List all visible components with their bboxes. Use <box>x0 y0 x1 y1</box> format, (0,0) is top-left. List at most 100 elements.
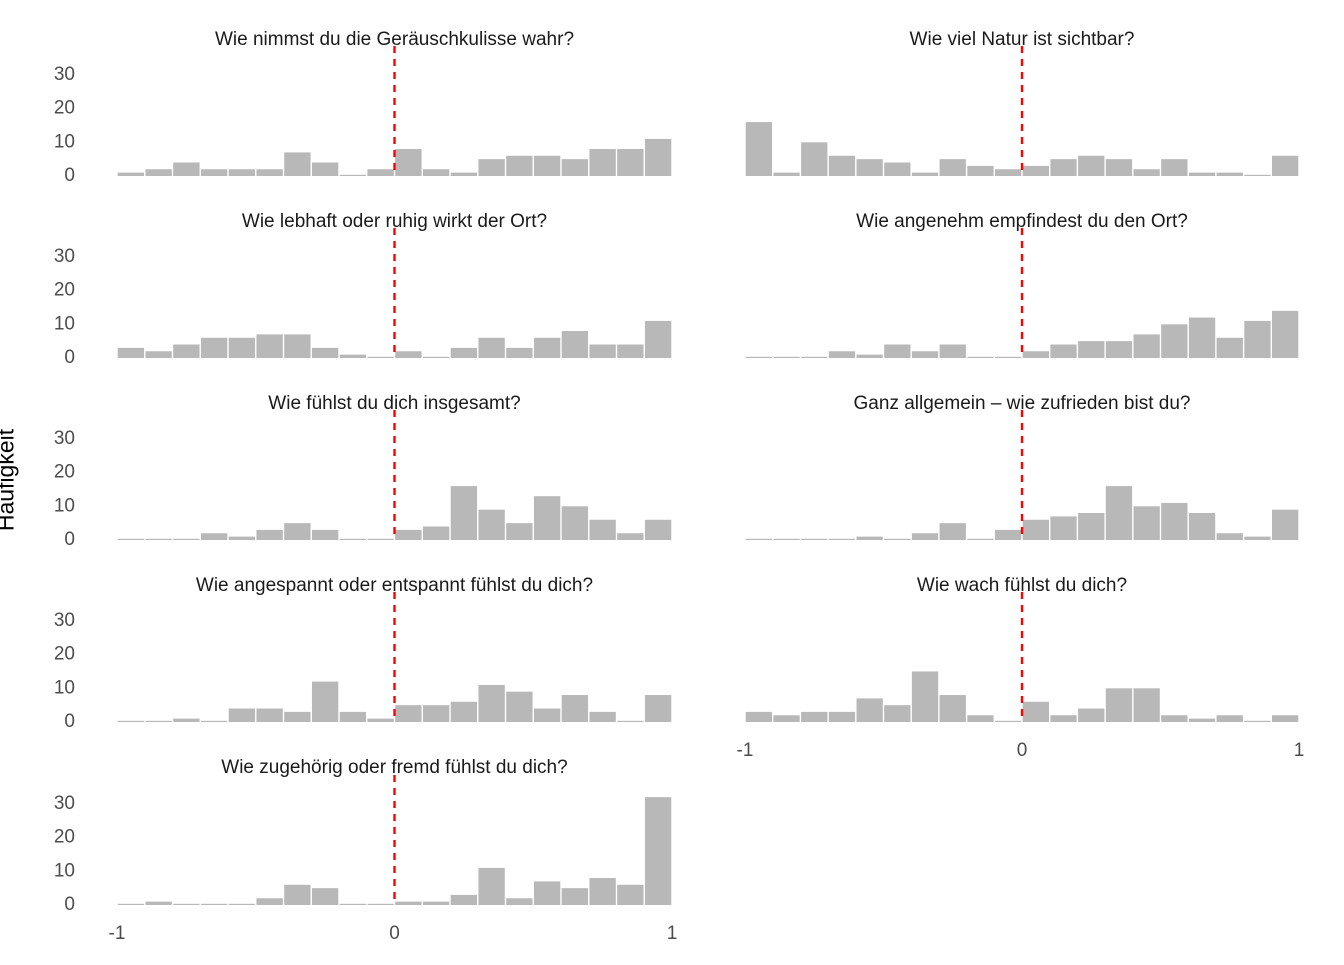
histogram-bar <box>1133 688 1160 722</box>
histogram-bar <box>145 538 172 540</box>
histogram-bar <box>644 320 672 358</box>
histogram-bar <box>939 344 966 358</box>
histogram-bar <box>1272 310 1299 358</box>
histogram-bar <box>395 351 422 358</box>
histogram-bar <box>773 172 800 176</box>
histogram-bar <box>617 533 644 540</box>
histogram-bar <box>967 538 994 540</box>
histogram-bar <box>367 718 394 722</box>
histogram-bar <box>1078 513 1105 540</box>
histogram-bar <box>173 718 200 722</box>
histogram-bar <box>589 878 616 905</box>
histogram-bar <box>422 901 450 905</box>
y-tick-label: 20 <box>54 827 75 848</box>
histogram-bar <box>1105 341 1133 358</box>
histogram-bar <box>284 711 311 722</box>
histogram-bar <box>1022 701 1049 722</box>
histogram-bar <box>773 715 800 722</box>
histogram-bar <box>939 159 966 176</box>
histogram-bar <box>117 720 145 722</box>
histogram-bar <box>561 506 589 540</box>
histogram-bar <box>1133 169 1160 176</box>
histogram-bar <box>478 159 505 176</box>
histogram-bar <box>339 174 367 176</box>
histogram-bar <box>801 538 828 540</box>
histogram-bar <box>617 149 644 176</box>
y-tick-label: 30 <box>54 793 75 814</box>
histogram-bar <box>911 533 939 540</box>
histogram-bar <box>200 533 228 540</box>
x-tick-label: 0 <box>1017 740 1028 761</box>
histogram-bar <box>367 169 394 176</box>
histogram-bar <box>117 903 145 905</box>
histogram-bar <box>284 334 311 358</box>
histogram-bar <box>589 519 616 540</box>
histogram-bar <box>506 347 533 358</box>
panel-title: Wie fühlst du dich insgesamt? <box>268 393 520 414</box>
histogram-bar <box>828 538 856 540</box>
histogram-bar <box>1216 172 1243 176</box>
histogram-bar <box>228 169 256 176</box>
histogram-bar <box>256 169 283 176</box>
histogram-bar <box>1105 486 1133 540</box>
histogram-bar <box>200 169 228 176</box>
histogram-bar <box>801 711 828 722</box>
panel-title: Ganz allgemein – wie zufrieden bist du? <box>854 393 1191 414</box>
histogram-bar <box>561 888 589 905</box>
y-tick-label: 30 <box>54 610 75 631</box>
y-tick-label: 0 <box>64 894 75 915</box>
histogram-bar <box>311 347 339 358</box>
histogram-bar <box>1188 317 1216 358</box>
histogram-bar <box>1188 172 1216 176</box>
histogram-bar <box>828 351 856 358</box>
histogram-bar <box>228 903 256 905</box>
histogram-bar <box>1244 174 1271 176</box>
y-tick-label: 20 <box>54 280 75 301</box>
x-tick-label: 1 <box>1294 740 1305 761</box>
histogram-bar <box>506 523 533 540</box>
histogram-bar <box>911 671 939 722</box>
histogram-bar <box>450 347 478 358</box>
histogram-bar <box>533 881 561 905</box>
histogram-bar <box>117 347 145 358</box>
histogram-bar <box>395 705 422 722</box>
histogram-bar <box>856 698 883 722</box>
histogram-bar <box>117 538 145 540</box>
histogram-bar <box>1078 341 1105 358</box>
histogram-bar <box>256 708 283 722</box>
histogram-bar <box>284 152 311 176</box>
histogram-bar <box>1216 715 1243 722</box>
histogram-bar <box>1050 159 1077 176</box>
histogram-bar <box>117 172 145 176</box>
histogram-bar <box>745 356 772 358</box>
histogram-bar <box>1050 344 1077 358</box>
histogram-bar <box>644 797 672 905</box>
histogram-bar <box>506 691 533 722</box>
histogram-bar <box>1133 334 1160 358</box>
histogram-bar <box>256 898 283 905</box>
histogram-bar <box>967 715 994 722</box>
histogram-bar <box>1161 502 1188 540</box>
histogram-bar <box>967 356 994 358</box>
histogram-bar <box>1050 715 1077 722</box>
histogram-bar <box>173 344 200 358</box>
histogram-bar <box>617 344 644 358</box>
panel-title: Wie wach fühlst du dich? <box>917 575 1127 596</box>
histogram-bar <box>533 155 561 176</box>
histogram-bar <box>311 888 339 905</box>
histogram-bar <box>145 351 172 358</box>
histogram-bar <box>339 538 367 540</box>
histogram-bar <box>450 701 478 722</box>
histogram-bar <box>506 898 533 905</box>
histogram-bar <box>256 334 283 358</box>
histogram-bar <box>801 142 828 176</box>
histogram-bar <box>1272 509 1299 540</box>
panel-title: Wie lebhaft oder ruhig wirkt der Ort? <box>242 211 547 232</box>
y-tick-label: 30 <box>54 64 75 85</box>
panel-title: Wie zugehörig oder fremd fühlst du dich? <box>221 757 567 778</box>
histogram-bar <box>1244 536 1271 540</box>
panel-title: Wie viel Natur ist sichtbar? <box>910 29 1135 50</box>
y-tick-label: 0 <box>64 347 75 368</box>
x-tick-label: 1 <box>667 923 678 944</box>
